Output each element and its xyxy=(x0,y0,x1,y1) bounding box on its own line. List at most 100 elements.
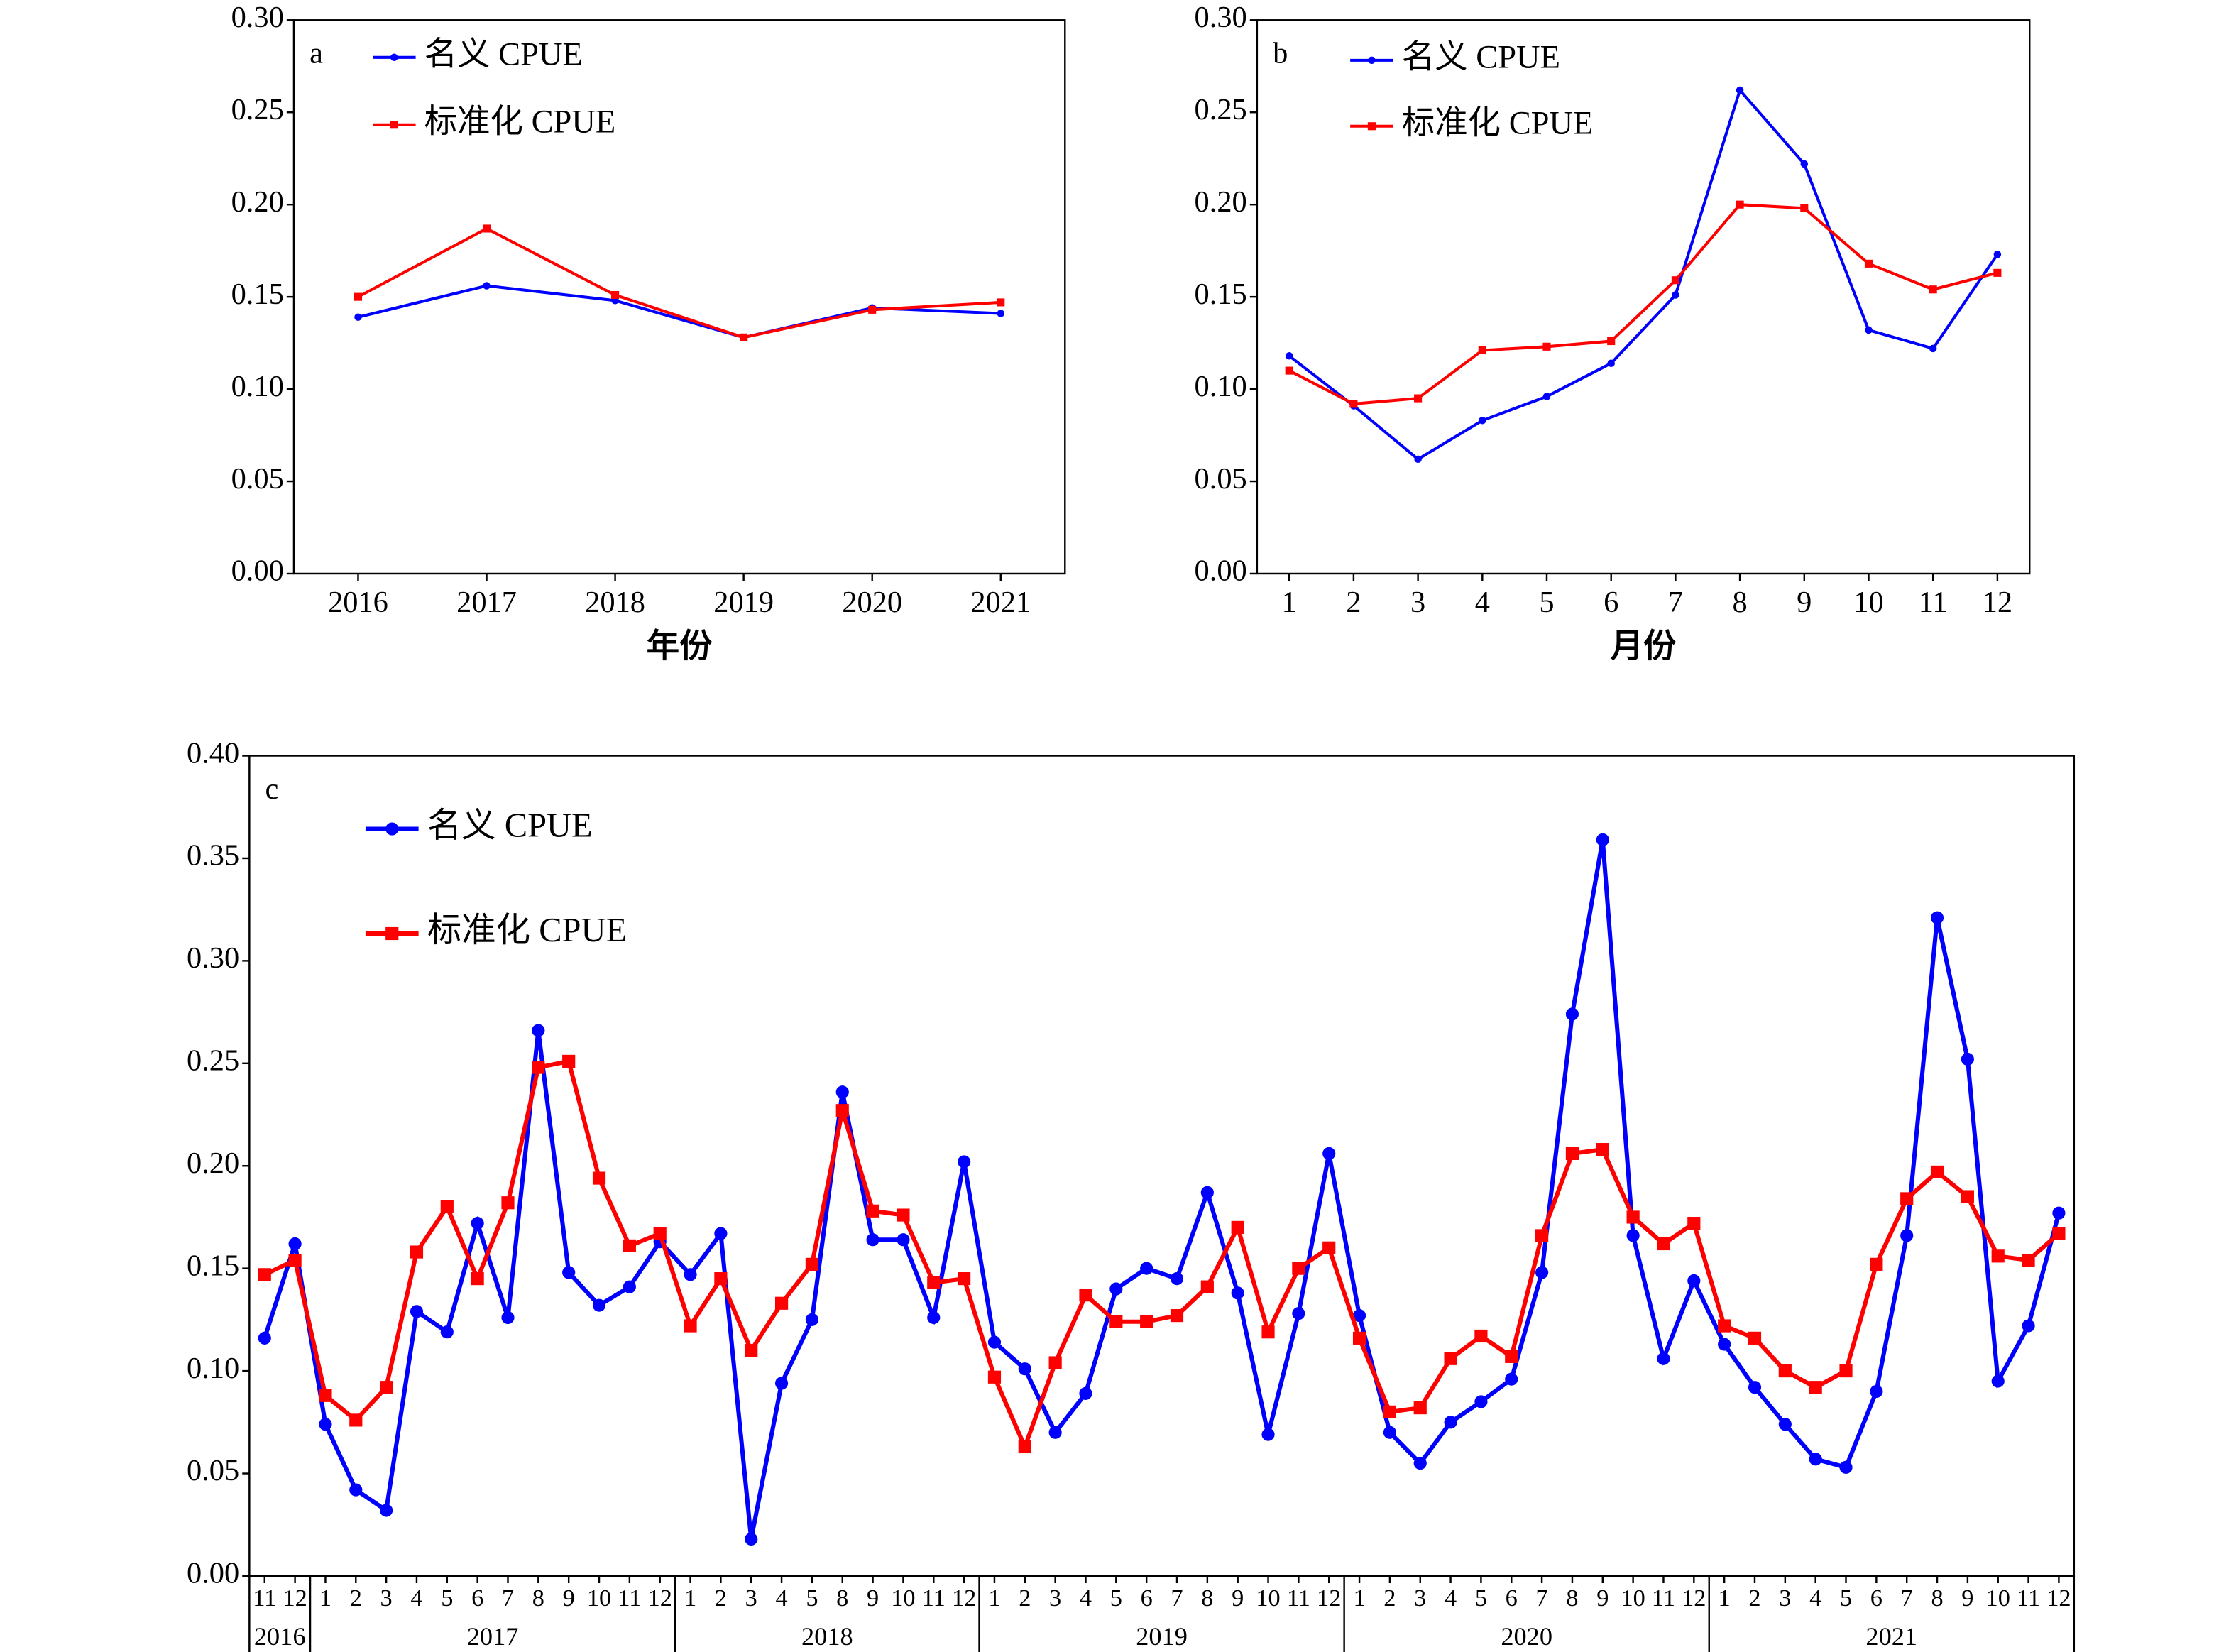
data-point xyxy=(1292,1262,1305,1275)
data-point xyxy=(1292,1307,1305,1320)
series-line xyxy=(357,226,1001,339)
data-point xyxy=(501,1196,515,1210)
data-point xyxy=(987,1370,1002,1384)
data-point xyxy=(349,1483,363,1497)
x-tick-label: 8 xyxy=(1201,1585,1213,1612)
x-tick-label: 11 xyxy=(2017,1585,2040,1612)
series-line xyxy=(262,839,2061,1540)
y-tick-label: 0.05 xyxy=(1195,462,1247,496)
data-point xyxy=(1626,1210,1640,1224)
year-label: 2020 xyxy=(1501,1622,1552,1651)
x-tick-label: 8 xyxy=(1931,1585,1943,1612)
data-point xyxy=(2022,1319,2035,1333)
year-label: 2018 xyxy=(801,1622,853,1651)
data-point xyxy=(1048,1356,1062,1369)
y-tick-label: 0.10 xyxy=(231,370,284,403)
data-point xyxy=(1079,1386,1092,1400)
data-point xyxy=(1170,1272,1184,1286)
data-point xyxy=(866,1204,879,1218)
data-point xyxy=(1930,1165,1944,1178)
data-point xyxy=(745,1532,758,1546)
legend-label: 名义 CPUE xyxy=(427,807,593,845)
data-point xyxy=(471,1272,484,1286)
data-point xyxy=(745,1344,758,1357)
data-point xyxy=(623,1280,636,1293)
x-tick-label: 11 xyxy=(1652,1585,1675,1612)
x-tick-label: 5 xyxy=(1539,586,1554,619)
x-tick-label: 3 xyxy=(745,1585,757,1612)
x-tick-label: 2016 xyxy=(328,586,388,619)
x-tick-label: 5 xyxy=(1475,1585,1487,1612)
data-point xyxy=(927,1276,941,1289)
x-tick-label: 2 xyxy=(1383,1585,1396,1612)
data-point xyxy=(354,292,363,301)
data-point xyxy=(1140,1315,1153,1328)
data-point xyxy=(1864,259,1873,268)
data-point xyxy=(868,305,877,314)
x-tick-label: 7 xyxy=(1668,586,1683,619)
data-point xyxy=(1322,1241,1336,1254)
plot-frame xyxy=(292,19,1066,575)
data-point xyxy=(684,1319,697,1333)
panel-label: c xyxy=(265,772,279,806)
data-point xyxy=(714,1227,728,1240)
data-point xyxy=(1565,1007,1579,1021)
data-point xyxy=(1865,326,1873,334)
data-point xyxy=(958,1272,971,1286)
x-tick-label: 4 xyxy=(775,1585,787,1612)
x-tick-label: 9 xyxy=(867,1585,879,1612)
x-axis-title: 月份 xyxy=(1611,628,1677,665)
y-tick-label: 0.15 xyxy=(231,278,284,311)
legend-label: 标准化 CPUE xyxy=(1402,105,1594,141)
x-tick-label: 4 xyxy=(1080,1585,1092,1612)
x-tick-label: 1 xyxy=(319,1585,331,1612)
x-tick-label: 6 xyxy=(1506,1585,1518,1612)
y-tick-label: 0.25 xyxy=(1195,93,1247,126)
x-tick-label: 5 xyxy=(1840,1585,1852,1612)
data-point xyxy=(1809,1453,1822,1466)
data-point xyxy=(410,1245,424,1259)
data-point xyxy=(1231,1286,1244,1300)
data-point xyxy=(1261,1428,1275,1441)
x-tick-label: 12 xyxy=(2046,1585,2071,1612)
data-point xyxy=(1349,400,1358,408)
data-point xyxy=(1870,1384,1883,1399)
data-point xyxy=(380,1504,393,1517)
y-tick-label: 0.25 xyxy=(187,1044,239,1078)
data-point xyxy=(1800,204,1809,212)
data-point xyxy=(2022,1254,2035,1267)
y-tick-label: 0.00 xyxy=(231,554,284,588)
data-point xyxy=(835,1104,849,1117)
series-line xyxy=(357,284,1001,339)
x-tick-label: 1 xyxy=(1353,1585,1365,1612)
data-point xyxy=(1170,1309,1184,1323)
data-point xyxy=(1478,346,1486,355)
legend-label: 标准化 CPUE xyxy=(424,104,616,140)
data-point xyxy=(2052,1227,2066,1240)
data-point xyxy=(1109,1315,1123,1328)
data-point xyxy=(1778,1364,1792,1378)
x-tick-label: 10 xyxy=(891,1585,915,1612)
panel-label: b xyxy=(1273,37,1288,70)
x-tick-label: 2 xyxy=(1019,1585,1031,1612)
data-point xyxy=(958,1155,971,1169)
data-point xyxy=(1200,1186,1214,1199)
plot-frame xyxy=(1256,19,2031,575)
panel-label: a xyxy=(309,37,323,70)
data-point xyxy=(1200,1280,1214,1293)
data-point xyxy=(1929,285,1937,294)
y-tick-label: 0.05 xyxy=(231,462,284,496)
data-point xyxy=(1736,200,1744,209)
data-point xyxy=(1961,1052,1974,1066)
data-point xyxy=(1383,1426,1396,1439)
data-point xyxy=(1479,417,1486,425)
x-tick-label: 7 xyxy=(1171,1585,1183,1612)
data-point xyxy=(483,282,491,290)
data-point xyxy=(319,1389,332,1402)
legend-marker xyxy=(1368,56,1376,65)
data-point xyxy=(866,1233,879,1247)
x-tick-label: 7 xyxy=(502,1585,514,1612)
x-tick-label: 2 xyxy=(715,1585,727,1612)
data-point xyxy=(1687,1217,1701,1230)
